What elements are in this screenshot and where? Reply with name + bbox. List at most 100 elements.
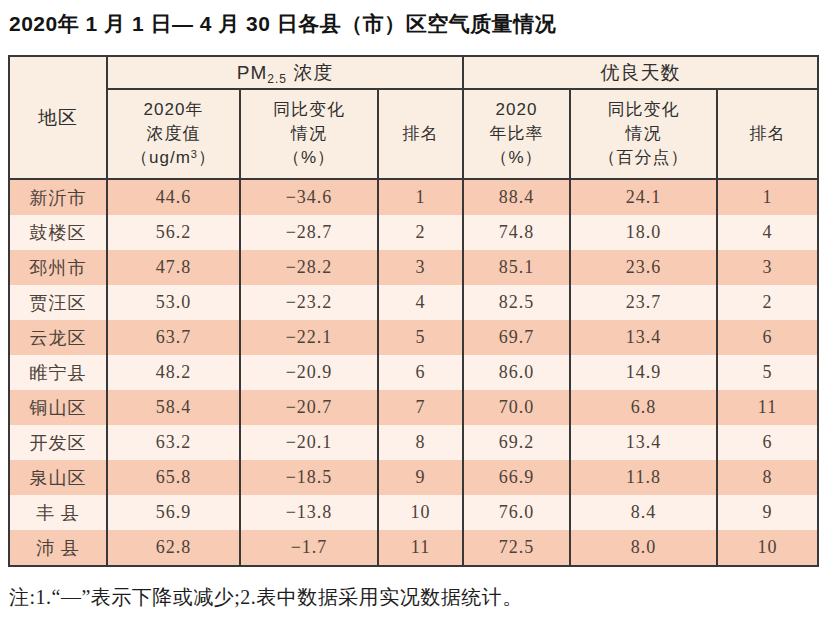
page: 2020年 1 月 1 日— 4 月 30 日各县（市）区空气质量情况 地区 P… [0, 0, 825, 611]
pm-change-cell: −18.5 [240, 460, 378, 495]
ratio-rank-cell: 5 [717, 355, 818, 390]
ratio-change-cell: 13.4 [570, 425, 717, 460]
region-cell: 泉山区 [9, 460, 107, 495]
footnote: 注:1.“—”表示下降或减少;2.表中数据采用实况数据统计。 [9, 584, 817, 611]
pm-value-cell: 47.8 [107, 250, 240, 285]
pm-change-cell: −22.1 [240, 320, 378, 355]
pm-change-cell: −23.2 [240, 285, 378, 320]
header-pm-change-line3: （%） [241, 146, 377, 170]
header-group-row: 地区 PM2.5 浓度 优良天数 [9, 56, 818, 89]
header-ratio-line1: 2020 [464, 98, 569, 122]
pm-value-cell: 62.8 [107, 530, 240, 566]
ratio-rank-cell: 1 [717, 179, 818, 215]
table-row: 铜山区58.4−20.7770.06.811 [9, 390, 818, 425]
region-cell: 丰 县 [9, 495, 107, 530]
table-row: 泉山区65.8−18.5966.911.88 [9, 460, 818, 495]
region-cell: 铜山区 [9, 390, 107, 425]
ratio-change-cell: 18.0 [570, 215, 717, 250]
pm-value-cell: 63.2 [107, 425, 240, 460]
header-ratio: 2020 年比率 （%） [463, 89, 570, 179]
header-pm-rank: 排名 [378, 89, 463, 179]
pm25-rest: 浓度 [287, 62, 333, 83]
ratio-rank-cell: 6 [717, 425, 818, 460]
region-cell: 贾汪区 [9, 285, 107, 320]
table-row: 沛 县62.8−1.71172.58.010 [9, 530, 818, 566]
ratio-rank-cell: 2 [717, 285, 818, 320]
table-row: 睢宁县48.2−20.9686.014.95 [9, 355, 818, 390]
header-ratio-line3: （%） [464, 146, 569, 170]
ratio-cell: 85.1 [463, 250, 570, 285]
table-row: 新沂市44.6−34.6188.424.11 [9, 179, 818, 215]
unit-pre: （ug/m [131, 148, 191, 167]
pm-value-cell: 65.8 [107, 460, 240, 495]
pm-rank-cell: 2 [378, 215, 463, 250]
header-ratio-line2: 年比率 [464, 122, 569, 146]
pm-rank-cell: 9 [378, 460, 463, 495]
header-pm-change-line1: 同比变化 [241, 98, 377, 122]
header-pm-change-line2: 情况 [241, 122, 377, 146]
header-ratio-change-line3: （百分点） [571, 146, 716, 170]
region-cell: 沛 县 [9, 530, 107, 566]
ratio-cell: 82.5 [463, 285, 570, 320]
header-pm25-group: PM2.5 浓度 [107, 56, 463, 89]
header-region: 地区 [9, 56, 107, 179]
ratio-cell: 72.5 [463, 530, 570, 566]
ratio-cell: 76.0 [463, 495, 570, 530]
ratio-change-cell: 24.1 [570, 179, 717, 215]
pm-value-cell: 56.9 [107, 495, 240, 530]
pm-rank-cell: 5 [378, 320, 463, 355]
table-row: 云龙区63.7−22.1569.713.46 [9, 320, 818, 355]
ratio-cell: 88.4 [463, 179, 570, 215]
pm-rank-cell: 4 [378, 285, 463, 320]
table-row: 鼓楼区56.2−28.7274.818.04 [9, 215, 818, 250]
pm-value-cell: 48.2 [107, 355, 240, 390]
pm-value-cell: 63.7 [107, 320, 240, 355]
ratio-rank-cell: 11 [717, 390, 818, 425]
pm-value-cell: 44.6 [107, 179, 240, 215]
pm25-base: PM [237, 62, 268, 83]
pm-value-cell: 56.2 [107, 215, 240, 250]
pm-rank-cell: 6 [378, 355, 463, 390]
region-cell: 睢宁县 [9, 355, 107, 390]
ratio-change-cell: 8.0 [570, 530, 717, 566]
pm-change-cell: −20.1 [240, 425, 378, 460]
ratio-rank-cell: 8 [717, 460, 818, 495]
pm-rank-cell: 8 [378, 425, 463, 460]
region-cell: 鼓楼区 [9, 215, 107, 250]
region-cell: 开发区 [9, 425, 107, 460]
ratio-cell: 74.8 [463, 215, 570, 250]
ratio-change-cell: 23.7 [570, 285, 717, 320]
ratio-rank-cell: 3 [717, 250, 818, 285]
header-ratio-rank: 排名 [717, 89, 818, 179]
header-sub-row: 2020年 浓度值 （ug/m3） 同比变化 情况 （%） 排名 2020 年比… [9, 89, 818, 179]
pm-value-cell: 53.0 [107, 285, 240, 320]
region-cell: 云龙区 [9, 320, 107, 355]
pm25-subscript: 2.5 [267, 72, 287, 86]
pm-rank-cell: 3 [378, 250, 463, 285]
pm-change-cell: −1.7 [240, 530, 378, 566]
header-pm-value-line1: 2020年 [108, 98, 239, 122]
ratio-cell: 70.0 [463, 390, 570, 425]
ratio-change-cell: 14.9 [570, 355, 717, 390]
table-body: 新沂市44.6−34.6188.424.11鼓楼区56.2−28.7274.81… [9, 179, 818, 566]
air-quality-table: 地区 PM2.5 浓度 优良天数 2020年 浓度值 （ug/m3） 同比变化 … [8, 55, 819, 567]
table-row: 丰 县56.9−13.81076.08.49 [9, 495, 818, 530]
pm-change-cell: −34.6 [240, 179, 378, 215]
pm-change-cell: −20.9 [240, 355, 378, 390]
table-row: 邳州市47.8−28.2385.123.63 [9, 250, 818, 285]
region-cell: 邳州市 [9, 250, 107, 285]
pm-rank-cell: 10 [378, 495, 463, 530]
table-row: 开发区63.2−20.1869.213.46 [9, 425, 818, 460]
table-row: 贾汪区53.0−23.2482.523.72 [9, 285, 818, 320]
unit-superscript: 3 [191, 148, 198, 160]
ratio-cell: 69.2 [463, 425, 570, 460]
ratio-change-cell: 6.8 [570, 390, 717, 425]
ratio-change-cell: 11.8 [570, 460, 717, 495]
ratio-cell: 66.9 [463, 460, 570, 495]
header-pm-value-line2: 浓度值 [108, 122, 239, 146]
ratio-rank-cell: 9 [717, 495, 818, 530]
ratio-change-cell: 8.4 [570, 495, 717, 530]
pm-rank-cell: 11 [378, 530, 463, 566]
region-cell: 新沂市 [9, 179, 107, 215]
pm-change-cell: −20.7 [240, 390, 378, 425]
